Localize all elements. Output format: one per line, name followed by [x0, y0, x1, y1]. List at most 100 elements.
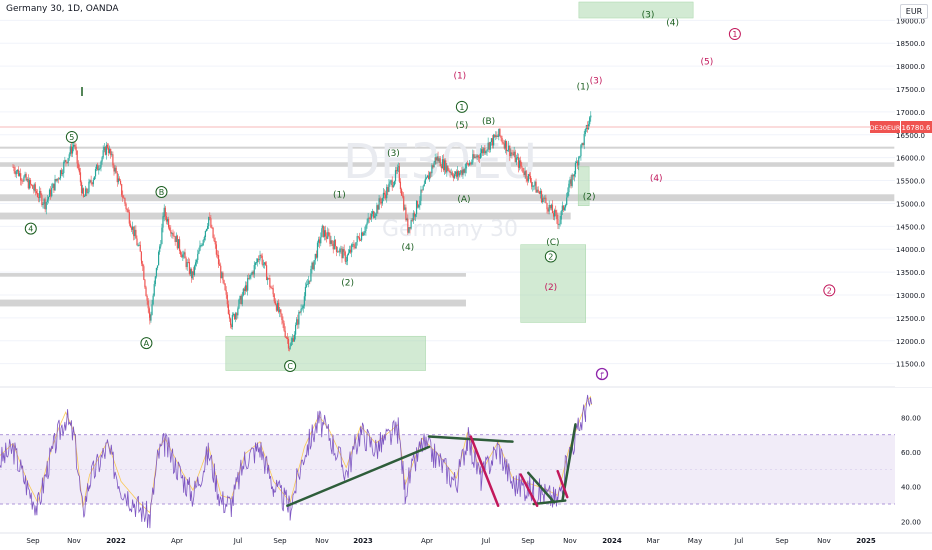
candle-body: [80, 182, 83, 194]
candle-body: [363, 232, 365, 236]
candle-body: [447, 165, 449, 171]
candle-body: [570, 179, 572, 186]
candle-body: [158, 251, 160, 266]
candle-body: [82, 188, 85, 197]
candle-body: [399, 181, 402, 190]
candle-body: [387, 187, 389, 192]
candle-body: [209, 217, 211, 219]
candle-body: [501, 138, 503, 143]
candle-body: [319, 239, 321, 244]
candle-body: [240, 295, 242, 305]
candle-body: [276, 302, 279, 311]
candle-body: [68, 154, 70, 159]
candle-body: [54, 179, 56, 191]
candle-body: [28, 179, 31, 189]
target-zone: [577, 166, 590, 206]
candle-body: [409, 227, 411, 229]
candle-body: [412, 213, 414, 221]
candle-body: [119, 180, 122, 185]
candle-body: [132, 226, 134, 230]
candle-body: [450, 172, 452, 174]
candle-body: [155, 267, 158, 277]
candle-body: [56, 178, 58, 181]
candle-body: [566, 197, 568, 205]
candle-body: [87, 192, 89, 194]
candle-body: [140, 251, 142, 261]
candle-body: [173, 235, 175, 237]
candle-body: [462, 169, 464, 175]
price-tick-label: 12500.0: [896, 315, 925, 323]
candle-body: [102, 150, 104, 158]
candle-body: [404, 207, 406, 210]
price-tick-label: 12000.0: [896, 338, 925, 346]
candle-body: [167, 219, 170, 228]
logo-icon[interactable]: ꝭ: [595, 367, 609, 381]
candle-body: [137, 245, 139, 246]
candle-body: [59, 170, 62, 179]
candle-body: [560, 211, 562, 220]
candle-body: [222, 272, 224, 281]
target-zones: [225, 1, 694, 371]
candle-body: [421, 189, 423, 191]
sr-band: [0, 162, 895, 167]
candle-body: [317, 239, 320, 243]
candle-body: [529, 176, 532, 182]
wave-label: 5: [69, 133, 74, 142]
candle-body: [169, 227, 171, 230]
candle-body: [115, 167, 117, 173]
candle-body: [329, 235, 331, 244]
price-tick-label: 15500.0: [896, 178, 925, 186]
candle-body: [451, 172, 453, 176]
candle-body: [36, 193, 39, 197]
candle-body: [339, 248, 341, 253]
candle-body: [320, 237, 322, 244]
price-tick-label: 13000.0: [896, 292, 925, 300]
candle-body: [103, 147, 105, 151]
candle-body: [151, 304, 153, 315]
candle-body: [440, 166, 442, 169]
wave-circle: [24, 222, 37, 235]
candle-body: [484, 148, 486, 154]
currency-label[interactable]: EUR: [900, 4, 928, 19]
price-axis[interactable]: 11500.0 12000.0 12500.0 13000.0 13500.0 14000…: [895, 0, 932, 387]
candle-body: [386, 187, 388, 199]
wave-label: (4): [666, 19, 679, 29]
candle-body: [297, 319, 299, 325]
rsi-trendline: [532, 499, 567, 506]
candle-body: [442, 159, 445, 171]
candle-body: [539, 190, 542, 194]
price-tick-label: 18000.0: [896, 63, 925, 71]
candle-body: [259, 254, 261, 260]
candle-body: [82, 188, 84, 194]
time-tick-label: 2023: [353, 537, 373, 545]
candle-body: [106, 144, 109, 148]
candle-body: [398, 166, 400, 182]
candle-body: [589, 117, 591, 125]
candle-body: [85, 188, 87, 197]
candle-body: [328, 232, 330, 236]
candle-body: [75, 146, 77, 151]
candle-body: [286, 337, 288, 339]
candle-body: [366, 222, 368, 226]
candle-body: [269, 278, 271, 288]
candle-body: [270, 287, 272, 289]
candle-body: [274, 301, 276, 305]
time-tick-label: Jul: [233, 537, 243, 545]
candle-body: [531, 181, 533, 187]
candle-body: [207, 225, 209, 229]
candle-body: [425, 177, 428, 179]
candle-body: [89, 180, 91, 182]
candle-body: [57, 178, 59, 180]
rsi-axis[interactable]: 20.00 40.00 60.00 80.00: [895, 388, 932, 530]
time-tick-label: Nov: [563, 537, 577, 545]
time-axis[interactable]: Sep Nov 2022 Apr Jul Sep Nov 2023 Apr Jul Sep Nov 20…: [0, 532, 932, 545]
candle-body: [544, 197, 546, 199]
candle-body: [142, 263, 144, 267]
candle-body: [146, 295, 148, 301]
candle-body: [147, 300, 149, 309]
candle-body: [74, 144, 76, 147]
candle-body: [308, 280, 310, 284]
last-price-value: 16780.6: [902, 124, 931, 132]
price-axis-bg: [895, 0, 932, 387]
